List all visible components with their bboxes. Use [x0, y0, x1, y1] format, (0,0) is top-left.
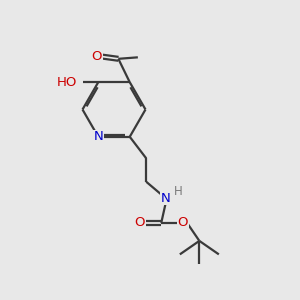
Text: O: O: [92, 50, 102, 63]
Text: N: N: [161, 192, 171, 205]
Text: O: O: [134, 216, 145, 230]
Text: HO: HO: [56, 76, 77, 89]
Text: N: N: [93, 130, 103, 143]
Text: H: H: [174, 185, 183, 198]
Text: O: O: [178, 216, 188, 230]
